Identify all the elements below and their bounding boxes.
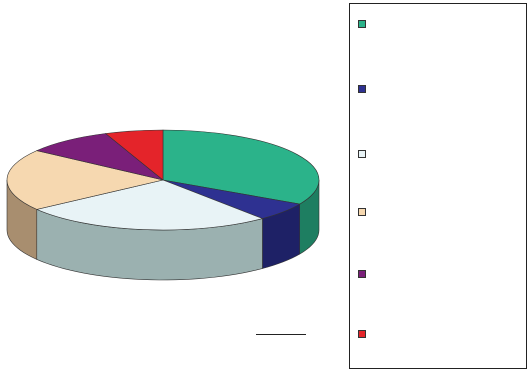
pie-slice	[35, 179, 264, 231]
legend-swatch	[358, 330, 366, 338]
pie-slice	[6, 150, 164, 210]
pie-slice	[104, 129, 164, 181]
legend-item	[358, 204, 520, 216]
pie-slice	[35, 133, 164, 181]
legend-swatch	[358, 150, 366, 158]
pie-chart-svg	[6, 129, 320, 281]
legend-swatch	[358, 270, 366, 278]
legend-item	[358, 266, 520, 278]
legend-swatch	[358, 20, 366, 28]
pie-chart	[6, 129, 320, 281]
legend-item	[358, 81, 520, 93]
legend-swatch	[358, 208, 366, 216]
legend-item	[358, 326, 520, 338]
legend-item	[358, 146, 520, 158]
legend-swatch	[358, 85, 366, 93]
legend-item	[358, 16, 520, 28]
chart-legend	[349, 3, 527, 369]
chart-caption	[256, 312, 306, 335]
pie-slice	[162, 129, 320, 205]
